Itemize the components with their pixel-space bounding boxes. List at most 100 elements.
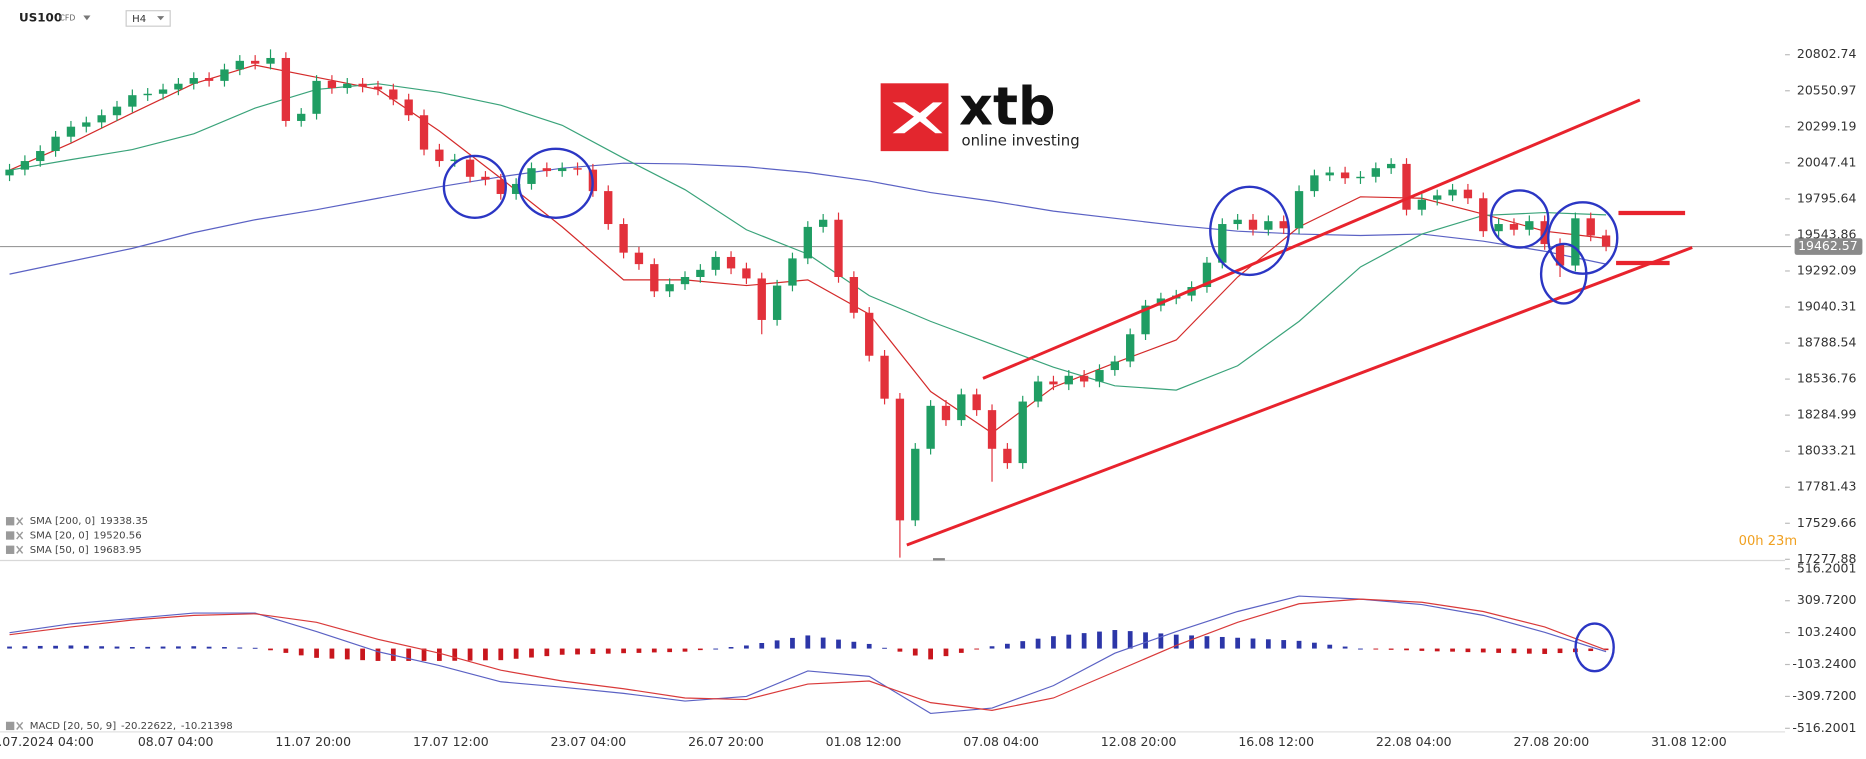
candle-body xyxy=(343,83,352,89)
candle-body xyxy=(849,276,859,313)
y-tick-label: 18788.54 xyxy=(1797,335,1857,350)
legend-value: 19683.95 xyxy=(93,545,141,556)
candle-body xyxy=(803,226,812,259)
histogram-bar xyxy=(805,635,811,649)
y-tick-label: -309.7200 xyxy=(1792,688,1856,703)
candle-body xyxy=(865,312,874,356)
x-tick-label: 23.07 04:00 xyxy=(551,734,627,749)
histogram-bar xyxy=(1358,648,1363,650)
candle-body xyxy=(327,80,337,89)
histogram-bar xyxy=(882,647,887,649)
histogram-bar xyxy=(222,647,227,649)
candle-body xyxy=(419,115,429,150)
trend-line xyxy=(982,98,1641,380)
candle-body xyxy=(1264,221,1273,230)
histogram-bar xyxy=(989,646,995,649)
legend-close xyxy=(16,531,24,540)
candle-body xyxy=(1494,224,1503,232)
legend-icon xyxy=(5,517,15,526)
histogram-bar xyxy=(559,648,565,655)
histogram-bar xyxy=(1312,642,1317,649)
candle-body xyxy=(511,183,521,194)
legend-entry: MACD [20, 50, 9] -20.22622, -10.21398 xyxy=(30,721,233,732)
histogram-bar xyxy=(206,646,212,649)
countdown: 00h 23m xyxy=(1739,534,1797,549)
candle-body xyxy=(1586,218,1595,236)
candle-body xyxy=(1463,189,1473,199)
histogram-bar xyxy=(1235,637,1241,649)
x-tick-label: 01.08 12:00 xyxy=(826,734,902,749)
histogram-bar xyxy=(1035,638,1041,649)
histogram-bar xyxy=(1480,648,1486,653)
candle-body xyxy=(465,159,475,177)
histogram-bar xyxy=(1327,644,1333,649)
candle-body xyxy=(650,264,659,292)
x-tick-label: 16.08 12:00 xyxy=(1238,734,1314,749)
histogram-bar xyxy=(53,645,58,649)
candle-body xyxy=(1402,163,1411,210)
histogram-bar xyxy=(421,648,427,661)
x-tick-label: 12.08 20:00 xyxy=(1101,734,1177,749)
candle-body xyxy=(97,115,106,123)
candle-body xyxy=(772,285,782,320)
x-tick-label: 27.08 20:00 xyxy=(1513,734,1589,749)
candle-body xyxy=(1018,401,1027,464)
y-tick-label: 17781.43 xyxy=(1797,479,1857,494)
candle-body xyxy=(1386,163,1396,169)
candle-body xyxy=(711,256,720,270)
candle-body xyxy=(1141,305,1150,335)
x-tick-label: 26.07 20:00 xyxy=(688,734,764,749)
line-series xyxy=(9,64,1607,434)
histogram-bar xyxy=(344,648,350,660)
histogram-bar xyxy=(713,648,719,650)
candle-body xyxy=(1294,191,1304,229)
histogram-bar xyxy=(697,648,703,651)
marks: 20802.74 20550.97 20299.19 20047.41 19795.64… xyxy=(0,46,1863,749)
candle-body xyxy=(481,176,490,180)
y-tick-label: -103.2400 xyxy=(1792,656,1856,671)
logo-brand: xtb xyxy=(959,77,1055,138)
y-tick-label: 20802.74 xyxy=(1797,46,1857,61)
candle-body xyxy=(450,159,459,162)
histogram-bar xyxy=(1173,634,1179,649)
timeframe-box[interactable] xyxy=(125,10,171,27)
candle-body xyxy=(496,179,505,194)
candle-body xyxy=(158,89,168,94)
candle-body xyxy=(1033,381,1043,402)
candle-body xyxy=(788,258,797,286)
histogram-bar xyxy=(268,648,273,651)
candle-body xyxy=(926,405,935,449)
candle-body xyxy=(235,60,244,70)
legend-close xyxy=(16,545,24,554)
candle-body xyxy=(1049,381,1058,385)
dropdown-arrow[interactable] xyxy=(157,16,165,21)
candle-body xyxy=(204,78,214,81)
timeframe: H4 xyxy=(132,14,146,25)
histogram-bar xyxy=(176,646,181,649)
legend-name: SMA [20, 0] xyxy=(30,531,89,542)
histogram-bar xyxy=(99,646,105,649)
histogram-bar xyxy=(974,648,980,650)
candle-body xyxy=(358,83,367,87)
legend-close xyxy=(16,721,24,730)
candle-body xyxy=(1003,448,1012,464)
y-tick-label: 19795.64 xyxy=(1797,190,1857,205)
histogram-bar xyxy=(544,648,550,657)
logo: xtb online investing xyxy=(880,77,1080,152)
histogram-bar xyxy=(1404,648,1409,651)
histogram-bar xyxy=(1526,648,1532,654)
x-tick-label: 02.07.2024 04:00 xyxy=(0,734,94,749)
histogram-bar xyxy=(1051,636,1056,649)
candle-body xyxy=(1202,262,1212,288)
candle-body xyxy=(5,169,14,176)
histogram-bar xyxy=(912,648,918,656)
histogram-bar xyxy=(68,645,74,649)
legend-name: MACD [20, 50, 9] xyxy=(30,721,116,732)
dropdown-arrow[interactable] xyxy=(83,15,91,21)
candle-body xyxy=(1509,224,1519,230)
histogram-bar xyxy=(145,646,151,649)
candle-body xyxy=(911,448,920,521)
histogram-bar xyxy=(1296,640,1302,649)
candle-body xyxy=(250,60,260,64)
